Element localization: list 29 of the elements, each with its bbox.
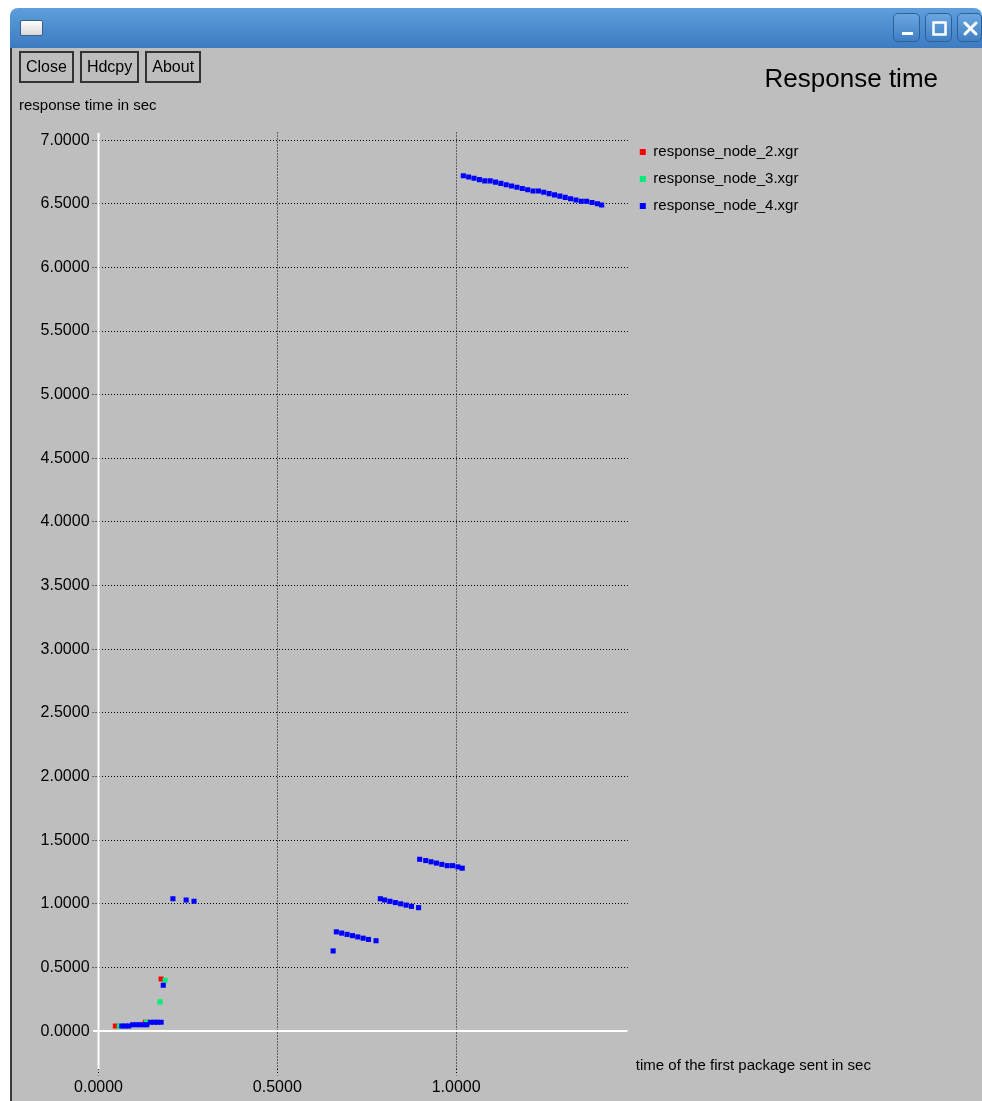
- y-tick-label: 1.0000: [40, 894, 90, 912]
- text: Response time: [764, 63, 938, 94]
- y-tick-label: 0.5000: [40, 957, 90, 975]
- y-tick-label: 2.0000: [40, 766, 90, 784]
- x-tick-label: 1.0000: [431, 1078, 481, 1096]
- y-tick-label: 6.0000: [40, 257, 90, 275]
- point: [162, 977, 168, 983]
- button[interactable]: Hdcpy: [79, 51, 140, 83]
- y-tick-label: 5.5000: [40, 321, 90, 339]
- y-tick-label: 2.5000: [40, 703, 90, 721]
- x-axis-title: time of the first package sent in sec: [635, 1056, 872, 1074]
- x-tick-label: 0.5000: [252, 1078, 302, 1096]
- legend-label: response_node_2.xgr: [653, 142, 799, 160]
- y-tick-label: 1.5000: [40, 830, 90, 848]
- legend-label: response_node_3.xgr: [653, 169, 799, 187]
- button[interactable]: About: [145, 51, 202, 83]
- y-tick-label: 6.5000: [40, 194, 90, 212]
- point: [157, 999, 163, 1005]
- legend-label: response_node_4.xgr: [653, 196, 799, 214]
- y-tick-label: 7.0000: [40, 130, 90, 148]
- y-tick-label: 4.5000: [40, 448, 90, 466]
- y-tick-label: 4.0000: [40, 512, 90, 530]
- y-axis-title: response time in sec: [19, 95, 158, 113]
- x-tick-label: 0.0000: [74, 1078, 124, 1096]
- y-tick-label: 3.0000: [40, 639, 90, 657]
- y-tick-label: 0.0000: [40, 1021, 90, 1039]
- y-tick-label: 5.0000: [40, 385, 90, 403]
- y-tick-label: 3.5000: [40, 576, 90, 594]
- button[interactable]: Close: [19, 51, 74, 83]
